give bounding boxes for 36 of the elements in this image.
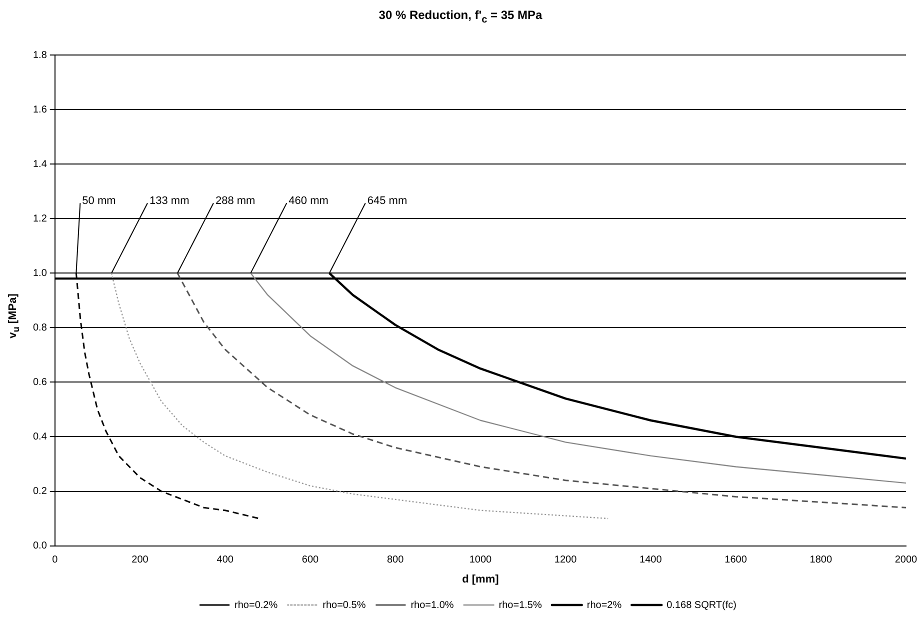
x-tick-label: 800 [386,554,404,566]
x-tick-label: 1400 [640,554,662,566]
annotation: 50 mm [82,195,116,208]
x-tick-label: 1800 [810,554,832,566]
x-tick-label: 2000 [894,554,918,566]
legend-label: rho=2% [586,600,622,611]
x-tick-label: 200 [132,554,149,566]
annotation: 288 mm [215,195,256,208]
x-tick-label: 1600 [724,554,748,566]
legend-label: rho=1.0% [410,600,454,611]
y-tick-label: 1.2 [32,213,48,224]
annotation: 645 mm [367,195,408,208]
legend-label: rho=0.2% [234,600,278,611]
chart-title: 30 % Reduction, f'$_{c}$ = 35 MPa [378,8,544,26]
y-tick-label: 1.4 [32,158,48,170]
y-tick-label: 0.6 [32,376,48,388]
y-tick-label: 1.8 [32,50,48,61]
y-tick-label: 1.6 [32,104,48,116]
y-tick-label: 1.0 [32,268,48,279]
legend-label: 0.168 SQRT(fc) [666,600,736,611]
x-axis-title: d [mm] [462,573,500,586]
x-tick-label: 600 [302,554,320,566]
x-tick-label: 400 [216,554,234,566]
annotation: 133 mm [150,195,190,208]
legend-label: rho=1.5% [498,600,542,611]
x-tick-label: 1000 [469,554,492,566]
x-tick-label: 1200 [554,554,578,566]
y-tick-label: 0.8 [32,322,48,334]
line-series [176,272,906,508]
y-tick-label: 0.0 [32,540,48,552]
y-tick-label: 0.2 [32,486,48,498]
legend-label: rho=0.5% [322,600,366,611]
line-series [110,272,609,520]
y-tick-label: 0.4 [32,431,48,442]
x-tick-label: 0 [52,554,58,566]
annotation: 460 mm [288,195,328,208]
